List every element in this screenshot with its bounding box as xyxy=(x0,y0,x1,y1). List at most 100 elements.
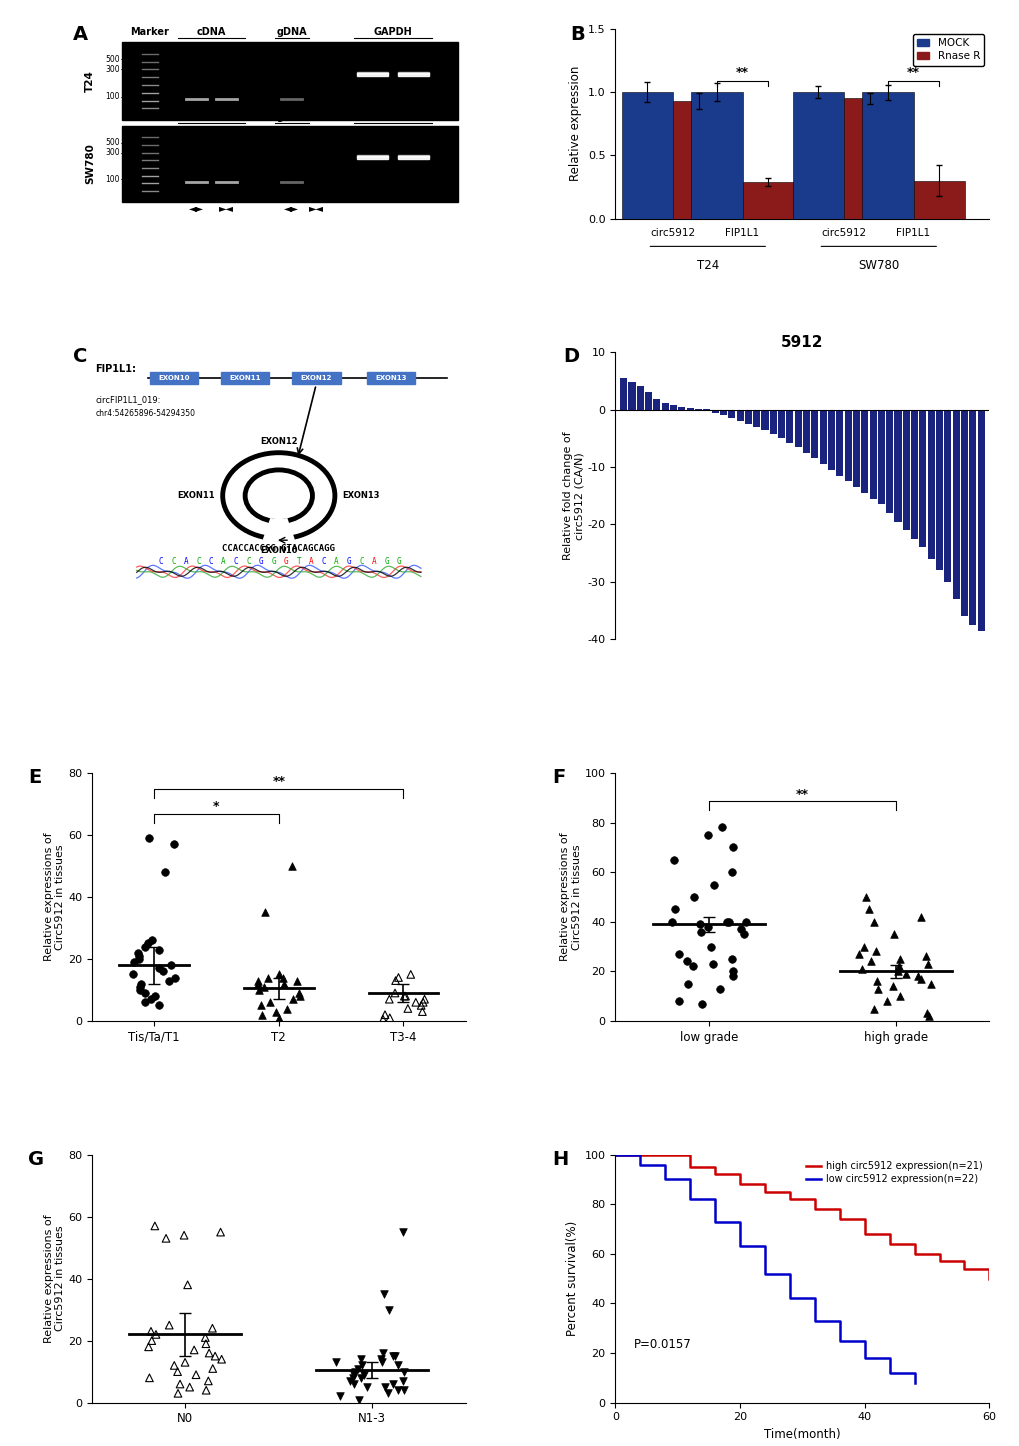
Line: low circ5912 expression(n=22): low circ5912 expression(n=22) xyxy=(614,1154,914,1382)
Text: EXON13: EXON13 xyxy=(342,492,379,500)
Bar xyxy=(786,409,793,442)
Point xyxy=(669,943,686,966)
Point xyxy=(865,996,881,1019)
Point xyxy=(131,979,148,1002)
Point xyxy=(853,957,869,980)
Text: A: A xyxy=(309,557,314,567)
Point xyxy=(372,1348,388,1371)
Bar xyxy=(357,156,387,159)
Point xyxy=(150,938,166,962)
Point xyxy=(390,1378,407,1401)
Point xyxy=(213,1348,229,1371)
Bar xyxy=(918,409,925,548)
Bar xyxy=(397,72,429,74)
Text: circFIP1L1_019:: circFIP1L1_019: xyxy=(96,395,161,403)
Bar xyxy=(291,372,340,385)
Bar xyxy=(802,409,809,453)
Point xyxy=(137,936,153,959)
Point xyxy=(868,970,884,993)
Point xyxy=(256,975,272,998)
high circ5912 expression(n=21) xyxy=(982,1270,995,1287)
Point xyxy=(867,940,883,963)
Point xyxy=(344,1366,361,1390)
Point xyxy=(181,1375,198,1398)
Point xyxy=(720,910,737,933)
Point xyxy=(353,1366,369,1390)
Bar xyxy=(357,72,387,74)
Point xyxy=(151,957,167,980)
Point xyxy=(922,972,938,995)
Point xyxy=(179,1274,196,1297)
Bar xyxy=(976,409,983,630)
Point xyxy=(356,1364,372,1387)
Point xyxy=(161,1313,177,1336)
Bar xyxy=(952,409,959,599)
Point xyxy=(158,1226,174,1249)
Text: G: G xyxy=(384,557,388,567)
Bar xyxy=(902,409,909,531)
Point xyxy=(909,964,925,988)
Point xyxy=(732,918,748,941)
Point xyxy=(912,967,928,991)
Text: G: G xyxy=(396,557,400,567)
Text: C: C xyxy=(233,557,238,567)
Point xyxy=(413,993,429,1017)
low circ5912 expression(n=22) xyxy=(833,1332,845,1349)
Text: P=0.0157: P=0.0157 xyxy=(634,1338,691,1351)
Point xyxy=(212,1220,228,1244)
Text: C: C xyxy=(73,347,88,366)
Point xyxy=(723,960,740,983)
Bar xyxy=(968,409,975,625)
Point xyxy=(886,923,902,946)
low circ5912 expression(n=22) xyxy=(634,1155,646,1173)
Text: E: E xyxy=(29,768,42,787)
Text: EXON10: EXON10 xyxy=(260,547,298,555)
Bar xyxy=(810,409,817,458)
low circ5912 expression(n=22) xyxy=(783,1290,795,1307)
high circ5912 expression(n=21) xyxy=(684,1158,696,1176)
Bar xyxy=(357,72,387,77)
Bar xyxy=(935,409,943,570)
Point xyxy=(891,985,907,1008)
Bar xyxy=(868,409,875,499)
Point xyxy=(353,1348,369,1371)
low circ5912 expression(n=22) xyxy=(808,1312,820,1329)
Point xyxy=(414,1001,430,1024)
Bar xyxy=(644,392,651,409)
Bar xyxy=(719,409,727,415)
Point xyxy=(394,1220,411,1244)
Point xyxy=(386,982,403,1005)
Point xyxy=(898,962,914,985)
Point xyxy=(377,1375,393,1398)
Point xyxy=(250,972,266,995)
Bar xyxy=(678,406,685,409)
Text: A: A xyxy=(73,25,88,45)
Bar xyxy=(913,181,964,218)
Point xyxy=(700,915,716,938)
Point xyxy=(385,1345,401,1368)
Point xyxy=(251,979,267,1002)
Y-axis label: Relative expression: Relative expression xyxy=(569,67,582,181)
Bar xyxy=(397,156,429,159)
Point xyxy=(408,991,424,1014)
Point xyxy=(198,1378,214,1401)
Point xyxy=(390,966,407,989)
Point xyxy=(144,928,160,951)
Text: C: C xyxy=(209,557,213,567)
Text: ►◄: ►◄ xyxy=(309,202,323,213)
Legend: high circ5912 expression(n=21), low circ5912 expression(n=22): high circ5912 expression(n=21), low circ… xyxy=(804,1160,983,1186)
Point xyxy=(891,947,907,970)
Point xyxy=(705,873,721,897)
Bar xyxy=(121,126,458,202)
high circ5912 expression(n=21) xyxy=(833,1210,845,1228)
Point xyxy=(143,1320,159,1343)
Point xyxy=(850,943,866,966)
Text: 100: 100 xyxy=(105,93,120,101)
high circ5912 expression(n=21) xyxy=(734,1176,746,1193)
Text: ►◄: ►◄ xyxy=(219,202,233,213)
Point xyxy=(884,975,901,998)
Bar xyxy=(397,155,429,158)
high circ5912 expression(n=21) xyxy=(708,1165,720,1183)
Circle shape xyxy=(245,470,312,522)
Point xyxy=(268,1001,284,1024)
